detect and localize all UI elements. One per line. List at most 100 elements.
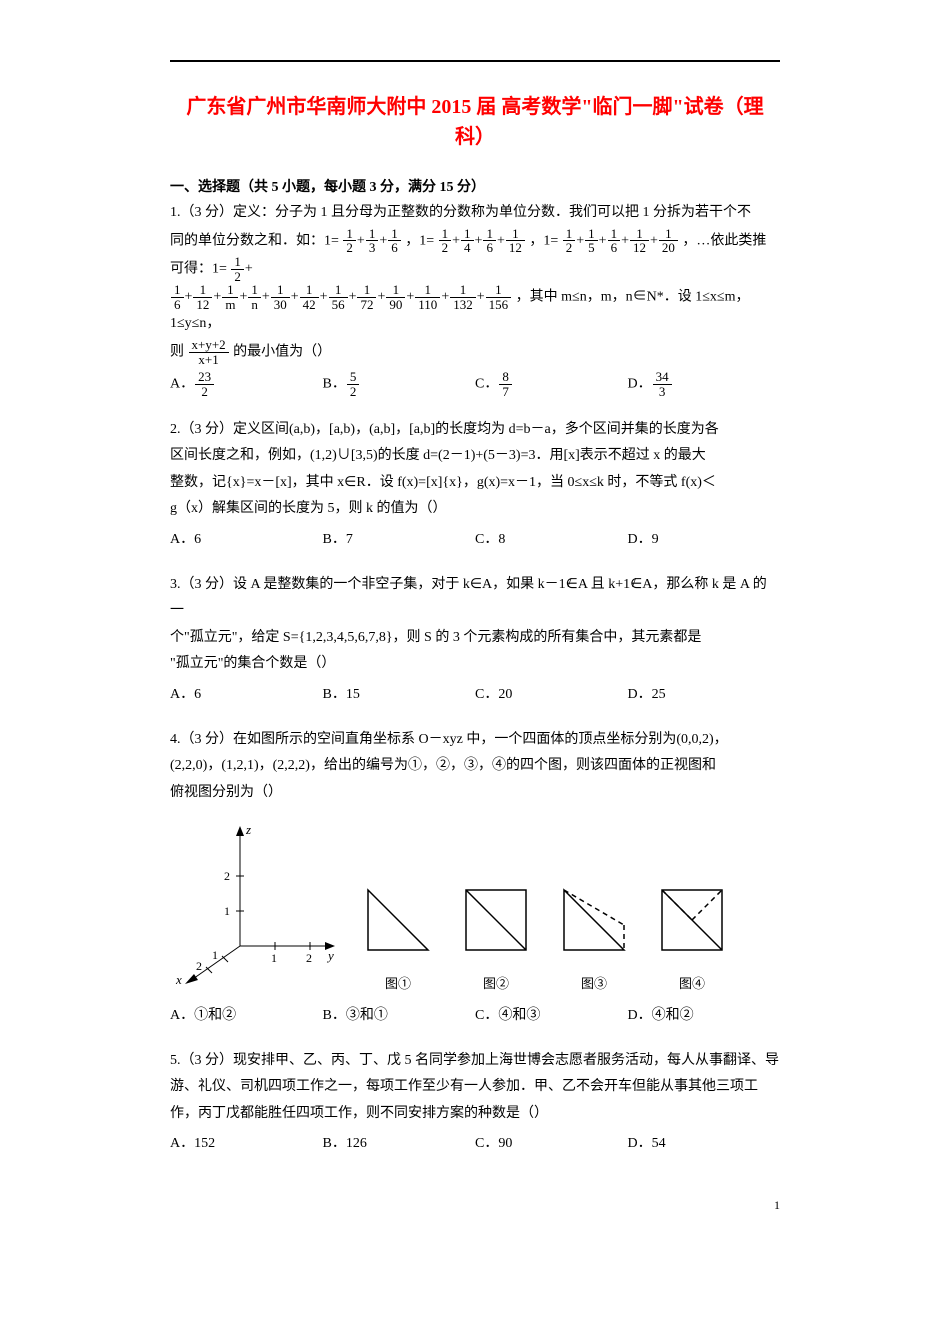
notin-symbol: ∈	[630, 572, 642, 599]
q5-option-b: B．126	[323, 1131, 476, 1158]
frac: 12	[439, 227, 452, 255]
q5-line2: 游、礼仪、司机四项工作之一，每项工作至少有一人参加．甲、乙不会开车但能从事其他三…	[170, 1079, 758, 1094]
q3-line2: 个"孤立元"，给定 S={1,2,3,4,5,6,7,8}，则 S 的 3 个元…	[170, 630, 701, 645]
q3-line3: "孤立元"的集合个数是（）	[170, 656, 335, 671]
q4-fig-2: 图②	[456, 880, 536, 997]
q1-options: A．232 B．52 C．87 D．343	[170, 370, 780, 398]
q5-line1: 5.（3 分）现安排甲、乙、丙、丁、戊 5 名同学参加上海世博会志愿者服务活动，…	[170, 1053, 779, 1068]
q1-line2a: 同的单位分数之和．如：1=	[170, 233, 339, 248]
frac: 172	[357, 283, 376, 311]
q1-option-a: A．232	[170, 370, 323, 398]
q3-options: A．6 B．15 C．20 D．25	[170, 682, 780, 709]
q5-option-a: A．152	[170, 1131, 323, 1158]
frac: 87	[499, 370, 512, 398]
fig3-label: 图③	[554, 972, 634, 997]
q1-line2b: ，1=	[405, 233, 434, 248]
q3-option-d: D．25	[628, 682, 781, 709]
z-tick-1: 1	[224, 904, 230, 918]
x-tick-2: 2	[196, 959, 202, 973]
axis-z-label: z	[245, 822, 251, 837]
top-rule	[170, 60, 780, 62]
q4-line1: 4.（3 分）在如图所示的空间直角坐标系 O－xyz 中，一个四面体的顶点坐标分…	[170, 732, 728, 747]
question-5: 5.（3 分）现安排甲、乙、丙、丁、戊 5 名同学参加上海世博会志愿者服务活动，…	[170, 1048, 780, 1158]
fig4-label: 图④	[652, 972, 732, 997]
q3-option-b: B．15	[323, 682, 476, 709]
q1-option-d: D．343	[628, 370, 781, 398]
frac: 16	[608, 227, 621, 255]
frac: 112	[506, 227, 525, 255]
exam-title: 广东省广州市华南师大附中 2015 届 高考数学"临门一脚"试卷（理 科）	[170, 92, 780, 152]
frac: 12	[563, 227, 576, 255]
q1-line4b: 的最小值为（）	[233, 344, 331, 359]
q4-3d-axes: z y x 1 2 1	[170, 816, 340, 997]
frac: 14	[461, 227, 474, 255]
q3-option-a: A．6	[170, 682, 323, 709]
frac: 1110	[415, 283, 440, 311]
fig3-svg	[554, 880, 634, 960]
title-line-2: 科）	[455, 126, 495, 148]
frac: 120	[659, 227, 678, 255]
q4-fig-4: 图④	[652, 880, 732, 997]
q4-option-d: D．④和②	[628, 1003, 781, 1030]
frac: 156	[329, 283, 348, 311]
page-container: 广东省广州市华南师大附中 2015 届 高考数学"临门一脚"试卷（理 科） 一、…	[85, 0, 865, 1253]
frac: 343	[653, 370, 672, 398]
y-tick-2: 2	[306, 951, 312, 965]
q3-line1b: A 且 k+1	[578, 577, 630, 592]
question-2: 2.（3 分）定义区间(a,b)，[a,b)，(a,b]，[a,b]的长度均为 …	[170, 417, 780, 554]
axes-3d-svg: z y x 1 2 1	[170, 816, 340, 986]
question-4: 4.（3 分）在如图所示的空间直角坐标系 O－xyz 中，一个四面体的顶点坐标分…	[170, 727, 780, 1030]
frac-expr: x+y+2x+1	[189, 338, 229, 366]
q5-line3: 作，丙丁戊都能胜任四项工作，则不同安排方案的种数是（）	[170, 1106, 548, 1121]
frac: 190	[386, 283, 405, 311]
frac: 112	[193, 283, 212, 311]
axis-y-label: y	[326, 948, 334, 963]
q4-option-a: A．①和②	[170, 1003, 323, 1030]
q2-option-a: A．6	[170, 527, 323, 554]
fig2-label: 图②	[456, 972, 536, 997]
q1-line4a: 则	[170, 344, 184, 359]
q1-option-b: B．52	[323, 370, 476, 398]
question-1: 1.（3 分）定义：分子为 1 且分母为正整数的分数称为单位分数．我们可以把 1…	[170, 200, 780, 399]
fig1-svg	[358, 880, 438, 960]
frac: 1156	[486, 283, 512, 311]
q4-options: A．①和② B．③和① C．④和③ D．④和②	[170, 1003, 780, 1030]
frac: 1132	[450, 283, 476, 311]
q2-line4: g（x）解集区间的长度为 5，则 k 的值为（）	[170, 501, 447, 516]
q4-figure-row: z y x 1 2 1	[170, 816, 780, 997]
page-number: 1	[170, 1198, 780, 1213]
q2-option-d: D．9	[628, 527, 781, 554]
frac: 12	[231, 255, 244, 283]
axis-x-label: x	[175, 972, 182, 986]
q3-line1a: 3.（3 分）设 A 是整数集的一个非空子集，对于 k∈A，如果 k－1	[170, 577, 566, 592]
frac: 16	[483, 227, 496, 255]
notin-symbol: ∈	[566, 572, 578, 599]
q1-prefix: 1.（3 分）定义：分子为 1 且分母为正整数的分数称为单位分数．我们可以把 1…	[170, 205, 751, 220]
q1-line2c: ，1=	[529, 233, 558, 248]
frac: 142	[300, 283, 319, 311]
z-tick-2: 2	[224, 869, 230, 883]
q4-line2: (2,2,0)，(1,2,1)，(2,2,2)，给出的编号为①，②，③，④的四个…	[170, 758, 716, 773]
q4-line3: 俯视图分别为（）	[170, 785, 282, 800]
frac: 1n	[248, 283, 261, 311]
y-tick-1: 1	[271, 951, 277, 965]
section-1-heading: 一、选择题（共 5 小题，每小题 3 分，满分 15 分）	[170, 176, 780, 196]
frac: 12	[343, 227, 356, 255]
q3-option-c: C．20	[475, 682, 628, 709]
frac: 232	[195, 370, 214, 398]
q2-options: A．6 B．7 C．8 D．9	[170, 527, 780, 554]
frac: 15	[585, 227, 598, 255]
q2-option-c: C．8	[475, 527, 628, 554]
title-line-1: 广东省广州市华南师大附中 2015 届 高考数学"临门一脚"试卷（理	[186, 96, 763, 118]
question-3: 3.（3 分）设 A 是整数集的一个非空子集，对于 k∈A，如果 k－1∈A 且…	[170, 572, 780, 709]
q2-line1: 2.（3 分）定义区间(a,b)，[a,b)，(a,b]，[a,b]的长度均为 …	[170, 422, 719, 437]
q4-fig-1: 图①	[358, 880, 438, 997]
frac: 16	[171, 283, 184, 311]
q2-line3: 整数，记{x}=x－[x]，其中 x∈R．设 f(x)=[x]{x}，g(x)=…	[170, 475, 716, 490]
q5-options: A．152 B．126 C．90 D．54	[170, 1131, 780, 1158]
fig2-svg	[456, 880, 536, 960]
frac: 1m	[222, 283, 238, 311]
frac: 52	[347, 370, 360, 398]
frac: 13	[366, 227, 379, 255]
q5-option-c: C．90	[475, 1131, 628, 1158]
